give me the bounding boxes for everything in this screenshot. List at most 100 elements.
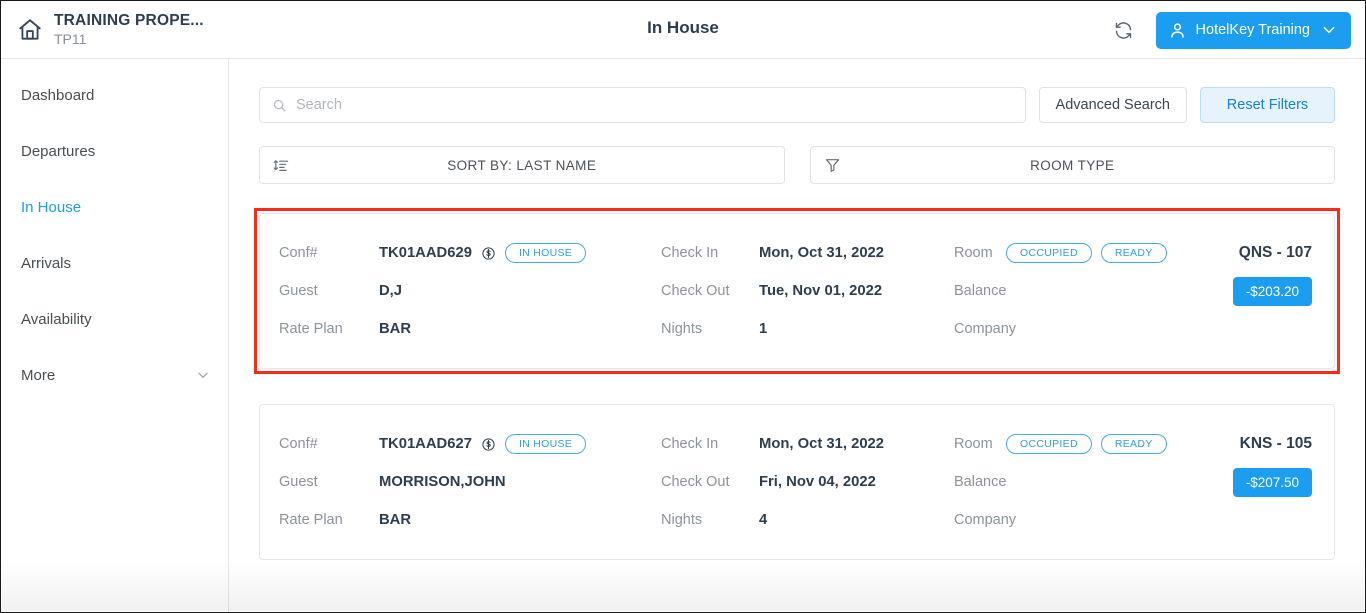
reservation-card[interactable]: Conf# TK01AAD627 IN HOUSE — [259, 404, 1335, 560]
check-in-date: Mon, Oct 31, 2022 — [759, 245, 885, 261]
company-label: Company — [954, 321, 1017, 337]
sidebar: Dashboard Departures In House Arrivals A… — [1, 59, 229, 612]
advanced-search-button[interactable]: Advanced Search — [1038, 87, 1187, 123]
guest-label: Guest — [279, 474, 318, 490]
conf-value-group: TK01AAD627 IN HOUSE — [379, 434, 661, 454]
conf-number: TK01AAD627 — [379, 436, 472, 452]
status-badge: IN HOUSE — [504, 243, 587, 263]
nights-label: Nights — [661, 512, 703, 528]
sidebar-item-in-house[interactable]: In House — [1, 187, 228, 227]
user-menu-button[interactable]: HotelKey Training — [1155, 11, 1351, 49]
sidebar-item-label: Arrivals — [21, 254, 72, 272]
check-in-label: Check In — [661, 436, 719, 452]
reservation-row-1: Conf# TK01AAD627 IN HOUSE — [279, 425, 1312, 463]
room-number-cell: QNS - 107 — [1192, 244, 1312, 262]
sidebar-item-label: Dashboard — [21, 86, 95, 104]
balance-cell: -$203.20 — [1192, 276, 1312, 306]
reservation-row-3: Rate Plan BAR Nights 1 Company — [279, 310, 1312, 348]
room-number-cell: KNS - 105 — [1192, 435, 1312, 453]
check-out-date: Fri, Nov 04, 2022 — [759, 474, 876, 490]
home-icon — [17, 17, 43, 43]
dollar-circle-icon[interactable] — [481, 437, 496, 452]
person-icon — [1168, 21, 1187, 40]
balance-cell: -$207.50 — [1192, 467, 1312, 497]
dollar-circle-icon[interactable] — [481, 246, 496, 261]
room-number: QNS - 107 — [1238, 244, 1312, 261]
search-field[interactable] — [259, 87, 1026, 123]
room-type-label: ROOM TYPE — [1030, 157, 1115, 173]
guest-name: MORRISON,JOHN — [379, 474, 506, 490]
top-bar-actions: HotelKey Training — [1112, 1, 1351, 59]
rate-plan-value-group: BAR — [379, 512, 661, 528]
room-badges: OCCUPIED READY — [1006, 243, 1192, 263]
room-label: Room — [954, 436, 993, 452]
room-status-badge-ready: READY — [1100, 434, 1167, 454]
chevron-down-icon — [196, 368, 210, 382]
check-in-date: Mon, Oct 31, 2022 — [759, 436, 885, 452]
guest-value-group: MORRISON,JOHN — [379, 474, 661, 490]
balance-label: Balance — [954, 474, 1007, 490]
sidebar-item-availability[interactable]: Availability — [1, 299, 228, 339]
balance-amount-button[interactable]: -$207.50 — [1232, 467, 1312, 497]
refresh-icon[interactable] — [1112, 18, 1136, 42]
sort-icon — [273, 157, 290, 174]
nights-value: 4 — [759, 512, 768, 528]
sidebar-item-label: Availability — [21, 310, 92, 328]
main-content: Advanced Search Reset Filters SORT BY: L… — [229, 59, 1365, 612]
reservation-row-2: Guest MORRISON,JOHN Check Out Fri, Nov 0… — [279, 463, 1312, 501]
rate-plan-label: Rate Plan — [279, 512, 343, 528]
sidebar-item-more[interactable]: More — [1, 355, 228, 395]
chevron-down-icon — [1321, 22, 1337, 38]
filter-icon — [824, 157, 841, 174]
reservation-card[interactable]: Conf# TK01AAD629 IN HOUSE — [259, 213, 1335, 369]
search-icon — [272, 98, 287, 113]
top-bar: TRAINING PROPE... TP11 In House — [1, 1, 1365, 59]
rate-plan-value: BAR — [379, 512, 412, 528]
check-out-label: Check Out — [661, 474, 730, 490]
company-label: Company — [954, 512, 1017, 528]
room-status-badge-occupied: OCCUPIED — [1006, 434, 1092, 454]
reservation-row-3: Rate Plan BAR Nights 4 Company — [279, 501, 1312, 539]
guest-label: Guest — [279, 283, 318, 299]
reservation-list: Conf# TK01AAD629 IN HOUSE — [254, 208, 1340, 560]
conf-value-group: TK01AAD629 IN HOUSE — [379, 243, 661, 263]
search-row: Advanced Search Reset Filters — [259, 87, 1335, 123]
sidebar-item-departures[interactable]: Departures — [1, 131, 228, 171]
reservation-row-2: Guest D,J Check Out Tue, Nov 01, 2022 Ba… — [279, 272, 1312, 310]
room-badges: OCCUPIED READY — [1006, 434, 1192, 454]
reservation-row-1: Conf# TK01AAD629 IN HOUSE — [279, 234, 1312, 272]
room-label: Room — [954, 245, 993, 261]
status-badge: IN HOUSE — [504, 434, 587, 454]
nights-label: Nights — [661, 321, 703, 337]
sidebar-item-label: Departures — [21, 142, 96, 160]
sidebar-item-label: In House — [21, 198, 82, 216]
reset-filters-button[interactable]: Reset Filters — [1200, 87, 1335, 123]
conf-label: Conf# — [279, 436, 318, 452]
property-code: TP11 — [54, 31, 87, 48]
room-type-dropdown[interactable]: ROOM TYPE — [809, 146, 1335, 184]
guest-value-group: D,J — [379, 283, 661, 299]
rate-plan-value-group: BAR — [379, 321, 661, 337]
check-out-date: Tue, Nov 01, 2022 — [759, 283, 883, 299]
highlight-outline: Conf# TK01AAD629 IN HOUSE — [254, 208, 1340, 374]
balance-label: Balance — [954, 283, 1007, 299]
rate-plan-label: Rate Plan — [279, 321, 343, 337]
property-name: TRAINING PROPE... — [54, 11, 204, 29]
property-selector[interactable]: TRAINING PROPE... TP11 — [1, 12, 301, 48]
search-input[interactable] — [296, 97, 1013, 113]
guest-name: D,J — [379, 283, 403, 299]
sidebar-item-label: More — [21, 366, 56, 384]
room-number: KNS - 105 — [1239, 435, 1312, 452]
rate-plan-value: BAR — [379, 321, 412, 337]
check-out-label: Check Out — [661, 283, 730, 299]
sort-by-dropdown[interactable]: SORT BY: LAST NAME — [259, 146, 785, 184]
nights-value: 1 — [759, 321, 768, 337]
room-status-badge-occupied: OCCUPIED — [1006, 243, 1092, 263]
balance-amount-button[interactable]: -$203.20 — [1232, 276, 1312, 306]
sidebar-item-arrivals[interactable]: Arrivals — [1, 243, 228, 283]
filter-row: SORT BY: LAST NAME ROOM TYPE — [259, 146, 1335, 184]
user-menu-label: HotelKey Training — [1195, 22, 1310, 38]
sort-by-label: SORT BY: LAST NAME — [447, 157, 597, 173]
sidebar-item-dashboard[interactable]: Dashboard — [1, 75, 228, 115]
